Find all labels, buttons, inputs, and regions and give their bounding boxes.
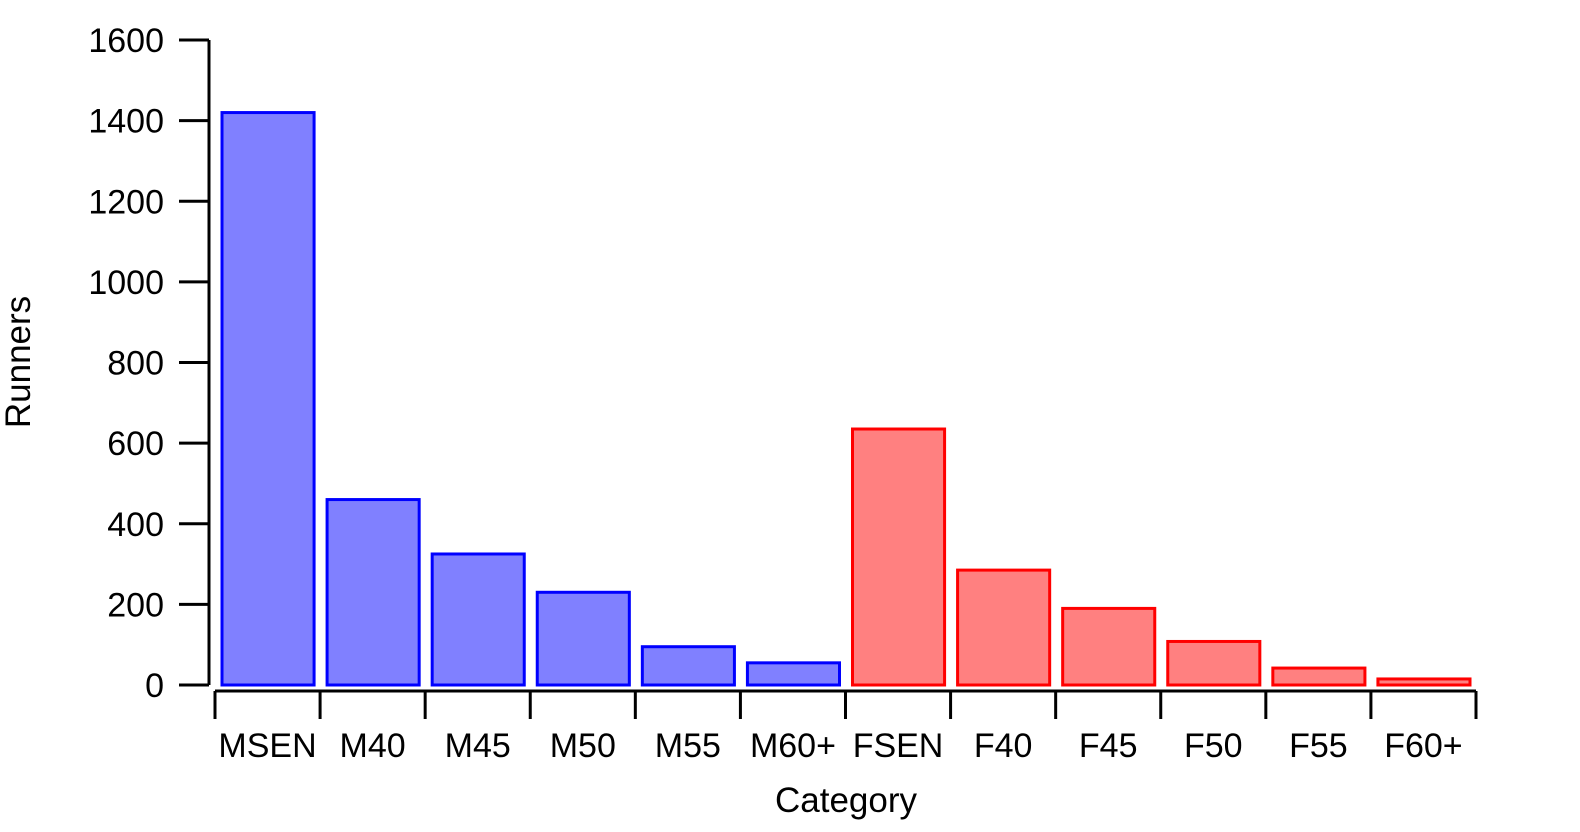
bar-f60-plus [1376,677,1472,687]
x-tick-label: M45 [445,727,511,765]
x-tick-label: F55 [1289,727,1348,765]
bar-m60-plus [745,661,842,687]
x-tick-label: M55 [655,727,721,765]
x-tick-label: M40 [340,727,406,765]
x-tick-label: M50 [550,727,616,765]
y-tick-label: 1000 [88,264,164,302]
y-tick-label: 200 [107,586,164,624]
bar-f45 [1061,606,1157,687]
x-tick-label: M60+ [750,727,836,765]
bar-f50 [1166,639,1262,687]
bar-m45 [430,552,526,687]
bar-f55 [1271,666,1367,687]
bar-f40 [956,568,1052,687]
x-axis-title: Category [775,781,918,820]
bar-m50 [535,590,631,687]
bar-fsen [851,427,947,687]
y-axis: 0 200 400 600 800 1000 1200 1400 1600 [88,22,211,705]
x-tick-label: MSEN [218,727,316,765]
bar-m40 [325,498,421,687]
bar-msen [220,111,316,687]
x-tick-label: F40 [974,727,1033,765]
y-tick-label: 1600 [88,22,164,60]
y-tick-label: 1400 [88,103,164,141]
x-tick-label: F45 [1079,727,1138,765]
y-tick-label: 0 [145,667,164,705]
y-tick-label: 400 [107,506,164,544]
x-tick-label: F60+ [1384,727,1462,765]
x-tick-label: F50 [1184,727,1243,765]
bar-m55 [640,645,736,687]
x-axis: MSEN M40 M45 M50 M55 M60+ FSEN F40 F45 F50 F55 F60+ [213,689,1478,765]
y-tick-label: 1200 [88,183,164,221]
y-tick-label: 800 [107,345,164,383]
bars [220,111,1472,687]
y-tick-label: 600 [107,425,164,463]
y-axis-title: Runners [0,296,38,428]
x-tick-label: FSEN [853,727,944,765]
